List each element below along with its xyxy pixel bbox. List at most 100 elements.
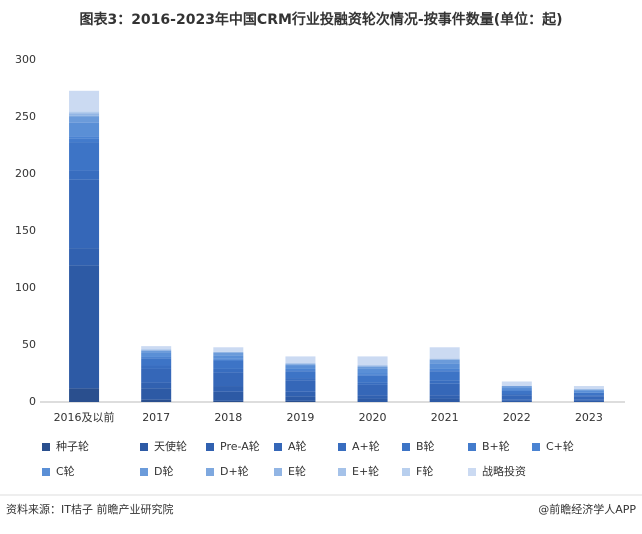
bar-segment xyxy=(213,351,244,353)
legend-swatch xyxy=(338,468,346,476)
x-tick-label: 2019 xyxy=(286,411,314,424)
legend-label: D轮 xyxy=(154,464,173,478)
bar-segment xyxy=(141,356,172,358)
bar-segment xyxy=(213,355,244,359)
bar-segment xyxy=(141,349,172,351)
x-tick-label: 2020 xyxy=(359,411,387,424)
x-tick-label: 2016及以前 xyxy=(54,410,115,424)
bar-segment xyxy=(69,117,100,123)
bar-segment xyxy=(69,138,100,143)
bar-segment xyxy=(213,400,244,402)
bar-segment xyxy=(69,170,100,180)
bar-segment xyxy=(357,368,388,374)
bar-segment xyxy=(357,374,388,376)
legend-label: 种子轮 xyxy=(56,439,89,453)
y-tick-label: 300 xyxy=(15,53,36,66)
legend-swatch xyxy=(532,443,540,451)
legend-label: Pre-A轮 xyxy=(220,439,260,453)
footer-brand: @前瞻经济学人APP xyxy=(538,502,636,516)
bar-segment xyxy=(141,388,172,400)
legend-swatch xyxy=(140,468,148,476)
x-tick-label: 2022 xyxy=(503,411,531,424)
bar-segment xyxy=(285,370,316,372)
bar-segment xyxy=(501,390,532,395)
bar-segment xyxy=(69,142,100,171)
bar-segment xyxy=(573,386,604,390)
bar-segment xyxy=(501,386,532,388)
bar-segment xyxy=(69,115,100,117)
bar-segment xyxy=(429,370,460,372)
legend-swatch xyxy=(42,443,50,451)
bar-segment xyxy=(429,368,460,371)
bar-segment xyxy=(573,390,604,393)
bar-segment xyxy=(141,399,172,402)
y-tick-label: 50 xyxy=(22,338,36,351)
legend-swatch xyxy=(402,443,410,451)
bar-segment xyxy=(213,386,244,392)
bar-segment xyxy=(69,265,100,389)
bar-segment xyxy=(69,248,100,266)
chart-title: 图表3：2016-2023年中国CRM行业投融资轮次情况-按事件数量(单位：起) xyxy=(79,11,562,28)
legend-swatch xyxy=(338,443,346,451)
bar-segment xyxy=(285,356,316,364)
legend-label: A轮 xyxy=(288,439,307,453)
bar-segment xyxy=(69,90,100,112)
legend-label: B+轮 xyxy=(482,439,510,453)
legend-swatch xyxy=(140,443,148,451)
bar-segment xyxy=(429,395,460,399)
bar-segment xyxy=(357,384,388,396)
bar-segment xyxy=(357,398,388,402)
bar-segment xyxy=(213,372,244,387)
x-tick-label: 2018 xyxy=(214,411,242,424)
bar-segment xyxy=(357,365,388,367)
bar-segment xyxy=(285,400,316,402)
bar-segment xyxy=(213,360,244,369)
bar-segment xyxy=(573,396,604,400)
bar-segment xyxy=(213,358,244,360)
bar-segment xyxy=(69,111,100,113)
legend-label: E轮 xyxy=(288,464,306,478)
bar-segment xyxy=(357,382,388,385)
bar-segment xyxy=(213,347,244,352)
bar-segment xyxy=(141,350,172,353)
bar-segment xyxy=(285,364,316,366)
footer-source: 资料来源：IT桔子 前瞻产业研究院 xyxy=(6,502,173,516)
legend-label: C+轮 xyxy=(546,439,574,453)
bar-segment xyxy=(573,389,604,391)
legend-swatch xyxy=(402,468,410,476)
bar-segment xyxy=(285,368,316,371)
bar-segment xyxy=(573,399,604,401)
legend-label: E+轮 xyxy=(352,464,379,478)
bar-segment xyxy=(501,381,532,387)
bar-segment xyxy=(213,359,244,361)
bar-segment xyxy=(69,179,100,249)
bar-segment xyxy=(141,352,172,357)
legend-label: 天使轮 xyxy=(154,439,187,453)
legend-label: F轮 xyxy=(416,464,433,478)
legend-swatch xyxy=(206,443,214,451)
y-tick-label: 100 xyxy=(15,281,36,294)
legend-swatch xyxy=(468,468,476,476)
bar-segment xyxy=(429,347,460,359)
legend-label: B轮 xyxy=(416,439,435,453)
bar-segment xyxy=(213,391,244,401)
x-tick-label: 2021 xyxy=(431,411,459,424)
bar-segment xyxy=(573,392,604,396)
bar-segment xyxy=(501,387,532,390)
bar-segment xyxy=(429,380,460,384)
legend-label: A+轮 xyxy=(352,439,380,453)
bar-segment xyxy=(141,357,172,359)
bar-segment xyxy=(141,365,172,369)
bar-segment xyxy=(501,395,532,400)
bar-segment xyxy=(501,394,532,396)
legend-swatch xyxy=(42,468,50,476)
bar-segment xyxy=(429,359,460,364)
legend-swatch xyxy=(468,443,476,451)
bar-segment xyxy=(357,375,388,383)
legend-swatch xyxy=(274,443,282,451)
bar-segment xyxy=(429,383,460,396)
bar-segment xyxy=(69,136,100,139)
bar-segment xyxy=(69,112,100,114)
bar-segment xyxy=(285,396,316,401)
